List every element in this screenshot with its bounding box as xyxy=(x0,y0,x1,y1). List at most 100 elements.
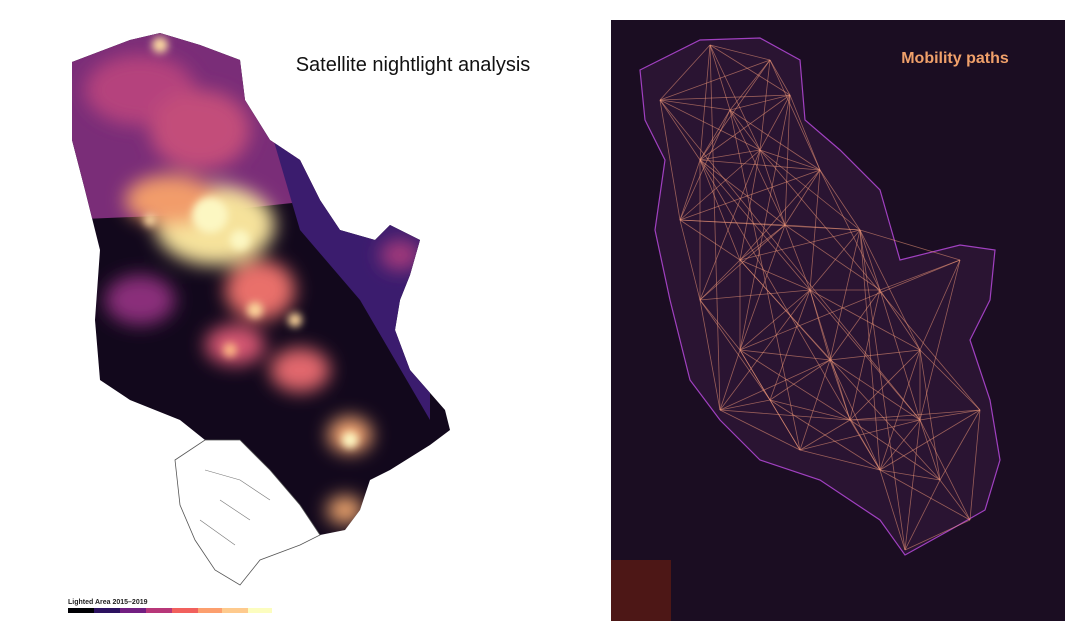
path-line xyxy=(769,59,821,171)
path-line xyxy=(904,419,921,551)
path-line xyxy=(879,469,906,551)
path-line xyxy=(939,479,971,521)
right-title: Mobility paths xyxy=(901,50,1009,67)
mobility-lines xyxy=(659,44,981,551)
path-line xyxy=(719,349,741,411)
path-line xyxy=(699,299,741,351)
path-line xyxy=(729,94,791,111)
path-line xyxy=(699,299,771,401)
path-line xyxy=(819,169,881,291)
nightlight-map: Satellite nightlight analysis Lighted Ar… xyxy=(68,33,531,613)
path-line xyxy=(799,419,921,451)
path-line xyxy=(739,349,851,421)
path-line xyxy=(739,224,786,261)
path-line xyxy=(849,349,921,421)
path-line xyxy=(784,224,811,291)
path-line xyxy=(919,409,981,421)
path-line xyxy=(879,349,921,471)
path-line xyxy=(699,299,721,411)
path-line xyxy=(919,349,981,411)
path-line xyxy=(789,94,821,171)
path-line xyxy=(919,419,971,521)
path-line xyxy=(739,349,831,361)
path-line xyxy=(784,94,791,226)
path-line xyxy=(679,169,821,221)
path-line xyxy=(879,289,921,421)
path-line xyxy=(739,259,811,291)
path-line xyxy=(809,289,851,421)
path-line xyxy=(739,149,761,261)
path-line xyxy=(699,94,791,161)
path-line xyxy=(829,349,921,361)
path-line xyxy=(719,409,801,451)
path-line xyxy=(879,289,921,351)
path-line xyxy=(849,289,881,421)
path-line xyxy=(739,229,861,261)
path-line xyxy=(904,479,941,551)
path-line xyxy=(699,259,741,301)
path-line xyxy=(819,169,861,231)
path-line xyxy=(709,44,721,411)
path-line xyxy=(769,399,801,451)
path-line xyxy=(879,469,941,481)
path-line xyxy=(729,109,761,151)
path-line xyxy=(659,99,701,161)
path-line xyxy=(709,44,791,96)
path-line xyxy=(809,229,861,291)
path-line xyxy=(699,159,741,261)
path-line xyxy=(859,229,961,261)
path-line xyxy=(784,224,861,231)
path-line xyxy=(739,169,821,261)
path-line xyxy=(719,289,811,411)
path-line xyxy=(679,159,701,221)
path-line xyxy=(759,59,771,151)
path-line xyxy=(709,44,771,61)
left-title: Satellite nightlight analysis xyxy=(296,54,531,76)
path-line xyxy=(969,409,981,521)
path-line xyxy=(849,409,981,421)
path-line xyxy=(759,149,821,171)
path-line xyxy=(759,149,786,226)
path-line xyxy=(799,359,831,451)
path-line xyxy=(739,289,811,351)
path-line xyxy=(729,59,771,111)
path-line xyxy=(859,229,881,291)
path-line xyxy=(849,419,941,481)
path-line xyxy=(769,289,811,401)
path-line xyxy=(919,259,961,351)
path-line xyxy=(659,99,731,111)
path-line xyxy=(739,94,791,351)
path-line xyxy=(859,229,906,551)
path-line xyxy=(879,469,971,521)
path-line xyxy=(919,349,941,481)
path-line xyxy=(829,289,881,361)
path-line xyxy=(769,359,831,401)
path-line xyxy=(729,109,786,226)
path-line xyxy=(659,99,921,421)
legend-title: Lighted Area 2015–2019 xyxy=(68,599,148,606)
path-line xyxy=(699,44,711,161)
path-line xyxy=(699,149,761,161)
path-line xyxy=(759,149,981,411)
path-line xyxy=(939,409,981,481)
path-line xyxy=(709,44,731,111)
path-line xyxy=(859,229,921,351)
path-line xyxy=(699,159,786,226)
path-line xyxy=(699,289,811,301)
path-line xyxy=(719,409,851,421)
path-line xyxy=(759,94,791,151)
path-line xyxy=(659,99,761,151)
path-line xyxy=(829,229,861,361)
path-line xyxy=(849,419,881,471)
path-line xyxy=(904,519,971,551)
path-line xyxy=(809,169,821,291)
path-line xyxy=(659,94,791,101)
path-line xyxy=(769,59,791,96)
path-line xyxy=(829,359,921,421)
path-line xyxy=(879,409,981,471)
path-line xyxy=(739,259,941,481)
path-line xyxy=(719,399,771,411)
path-line xyxy=(784,169,821,226)
path-line xyxy=(859,229,881,471)
